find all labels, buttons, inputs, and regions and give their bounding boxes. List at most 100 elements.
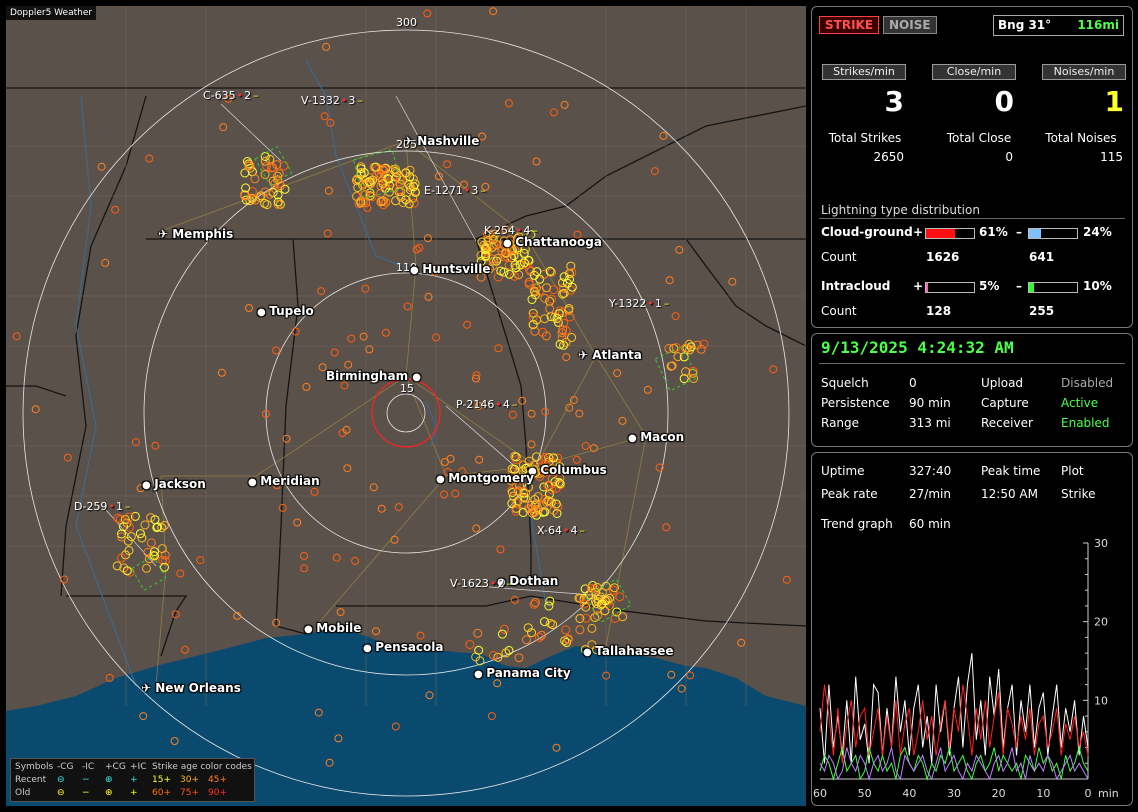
strike-marker: [131, 438, 140, 447]
storm-cell-label[interactable]: D-259•1–: [74, 500, 130, 513]
strike-marker: [250, 174, 260, 184]
storm-cell-dot-icon: •: [516, 224, 523, 237]
strike-marker: [613, 369, 622, 378]
age-code-45: 45+: [208, 775, 227, 785]
strike-marker: [425, 691, 434, 700]
strike-marker: [662, 523, 671, 532]
strike-marker: [497, 629, 507, 639]
strike-marker: [600, 606, 610, 616]
strike-marker: [405, 165, 415, 175]
strike-marker: [363, 204, 372, 212]
strike-marker: [351, 556, 360, 565]
strike-marker: [344, 360, 353, 369]
intracloud-label: Intracloud: [821, 279, 891, 293]
storm-cell-id: X-64: [537, 524, 562, 537]
strike-marker: [664, 343, 674, 353]
strike-marker: [334, 734, 343, 743]
strike-marker: [513, 469, 523, 479]
storm-cell-label[interactable]: E-1271•3–: [424, 184, 486, 197]
trend-graph-value: 60 min: [909, 517, 951, 531]
airport-icon: ✈: [578, 348, 593, 362]
strike-marker: [579, 599, 589, 609]
strike-marker: [504, 260, 514, 270]
strike-marker: [504, 646, 514, 655]
map-canvas[interactable]: [6, 6, 806, 806]
strike-marker: [677, 684, 686, 693]
city-name: Memphis: [172, 227, 234, 241]
strikes-per-min-button[interactable]: Strikes/min: [822, 64, 906, 80]
strike-marker: [377, 504, 386, 513]
storm-cell-label[interactable]: Y-1322•1–: [609, 297, 669, 310]
strike-mode-button[interactable]: STRIKE: [819, 16, 880, 34]
city-dot-icon: ●: [497, 577, 510, 588]
trend-x-tick-label: 20: [992, 787, 1006, 800]
city-name: New Orleans: [155, 681, 241, 695]
city-birmingham: Birmingham ●: [326, 369, 421, 383]
close-per-min-button[interactable]: Close/min: [932, 64, 1016, 80]
strike-marker: [482, 240, 492, 250]
pos-ic-old-icon: +: [130, 788, 138, 798]
storm-cell-label[interactable]: X-64•4–: [537, 524, 585, 537]
trend-x-tick-label: 40: [902, 787, 916, 800]
strike-marker: [532, 157, 541, 166]
strike-marker: [443, 467, 452, 476]
strike-marker: [618, 612, 628, 622]
strike-marker: [144, 554, 154, 564]
receiver-value: Enabled: [1061, 416, 1110, 430]
city-name: Macon: [640, 430, 685, 444]
strike-marker: [196, 556, 205, 565]
lightning-map[interactable]: Doppler5 Weather 300 205 110 15 ✈ Nashvi…: [6, 6, 806, 806]
strike-marker: [245, 160, 255, 170]
strike-marker: [489, 256, 499, 266]
strike-marker: [322, 42, 331, 51]
strike-marker: [512, 243, 522, 253]
storm-cell-label[interactable]: V-1332•3–: [301, 94, 363, 107]
strike-marker: [320, 112, 329, 121]
city-montgomery: ● Montgomery: [436, 471, 534, 485]
strike-marker: [493, 679, 502, 688]
strike-marker: [97, 162, 106, 171]
noise-mode-button[interactable]: NOISE: [883, 16, 937, 34]
storm-cell-dot-icon: •: [489, 577, 497, 590]
ring-label-205: 205: [396, 138, 417, 151]
strike-marker: [291, 327, 300, 336]
total-strikes-label: Total Strikes: [828, 131, 902, 145]
strike-marker: [474, 401, 483, 410]
strike-marker: [529, 507, 539, 517]
strike-marker: [157, 523, 167, 533]
strike-marker: [408, 193, 418, 203]
storm-cell-label[interactable]: P-2146•4–: [456, 398, 517, 411]
storm-cell-tick-icon: –: [480, 184, 486, 197]
storm-cell-tick-icon: –: [357, 94, 363, 107]
city-name: Meridian: [260, 474, 320, 488]
storm-cell-intensity: 3: [471, 184, 479, 197]
strike-marker: [142, 563, 151, 573]
strike-marker: [481, 249, 491, 259]
strike-marker: [557, 334, 567, 343]
cg-positive-pct: 61%: [979, 225, 1008, 239]
plot-value[interactable]: Strike: [1061, 487, 1096, 501]
strike-marker: [434, 172, 443, 181]
storm-cell-label[interactable]: C-635•2–: [203, 89, 259, 102]
strike-marker: [518, 508, 528, 517]
strike-marker: [302, 382, 311, 391]
storm-cell-tick-icon: –: [253, 89, 259, 102]
ic-negative-count: 255: [1029, 304, 1055, 318]
trend-y-tick-label: 20: [1094, 616, 1108, 629]
strike-marker: [549, 453, 558, 463]
strike-marker: [245, 304, 253, 312]
storm-cell-label[interactable]: V-1623•2–: [450, 577, 512, 590]
storm-cell-intensity: 4: [570, 524, 578, 537]
noises-per-min-button[interactable]: Noises/min: [1042, 64, 1126, 80]
city-name: Chattanooga: [515, 235, 602, 249]
ic-positive-pct: 5%: [979, 279, 1000, 293]
strike-marker: [493, 272, 503, 282]
strike-marker: [539, 482, 549, 492]
city-dot-icon: ●: [363, 643, 376, 654]
pos-ic-recent-icon: +: [130, 775, 138, 785]
storm-cell-label[interactable]: K-254•4–: [484, 224, 538, 237]
peak-time-value: 12:50 AM: [981, 487, 1038, 501]
strike-marker: [394, 185, 404, 194]
neg-cg-recent-icon: ⊖: [57, 775, 65, 785]
strike-marker: [482, 243, 492, 253]
